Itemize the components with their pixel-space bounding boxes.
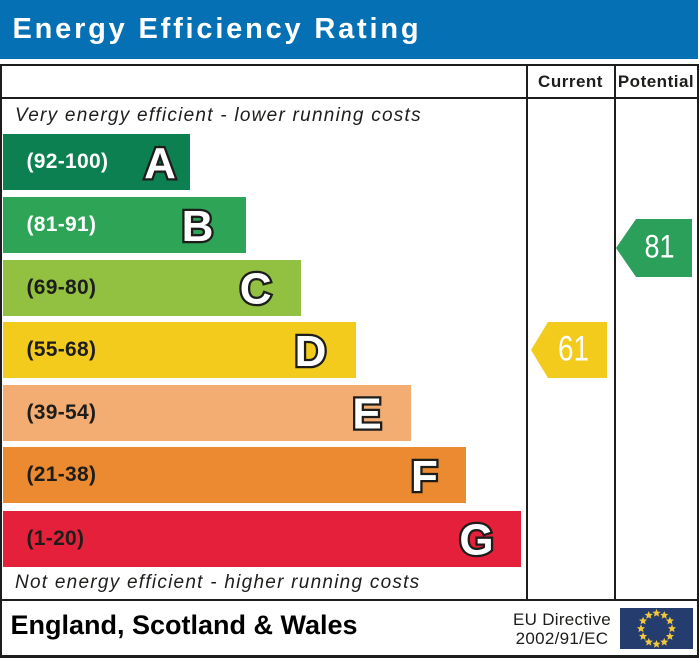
svg-text:81: 81 [645,229,675,265]
svg-text:F: F [411,452,438,501]
svg-text:D: D [295,327,327,376]
svg-text:C: C [240,265,272,314]
svg-text:G: G [459,516,493,565]
svg-text:E: E [352,390,381,439]
svg-text:A: A [144,139,176,188]
svg-text:61: 61 [558,330,589,369]
svg-text:B: B [182,202,214,251]
